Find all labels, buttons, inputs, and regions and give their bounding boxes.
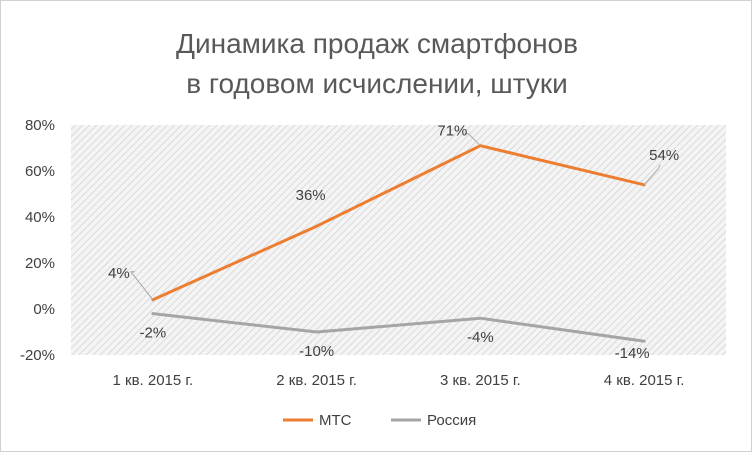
chart-title-line-2: в годовом исчислении, штуки (186, 68, 568, 99)
y-tick-label: 60% (25, 163, 55, 180)
series-line (151, 312, 646, 343)
data-label: -4% (467, 329, 494, 346)
y-tick-label: 80% (25, 117, 55, 134)
data-label: 71% (437, 123, 467, 140)
plot-area (71, 125, 726, 355)
data-label: -2% (140, 325, 167, 342)
chart-title-line-1: Динамика продаж смартфонов (176, 28, 578, 59)
legend-label: МТС (319, 412, 352, 429)
data-label: 54% (649, 147, 679, 164)
y-tick-label: 20% (25, 255, 55, 272)
data-label: 36% (296, 187, 326, 204)
y-tick-label: 40% (25, 209, 55, 226)
data-label-leader (464, 133, 481, 147)
data-label: -14% (615, 345, 650, 362)
data-label: -10% (299, 343, 334, 360)
data-label-leader (643, 164, 661, 186)
y-tick-label: -20% (20, 347, 55, 364)
x-tick-label: 3 кв. 2015 г. (440, 372, 521, 389)
x-tick-label: 2 кв. 2015 г. (276, 372, 357, 389)
y-tick-label: 0% (33, 301, 55, 318)
x-tick-label: 4 кв. 2015 г. (604, 372, 685, 389)
data-label: 4% (108, 265, 130, 282)
x-tick-label: 1 кв. 2015 г. (113, 372, 194, 389)
data-label-leader (129, 271, 154, 301)
series-line (151, 144, 646, 302)
legend-label: Россия (427, 412, 476, 429)
